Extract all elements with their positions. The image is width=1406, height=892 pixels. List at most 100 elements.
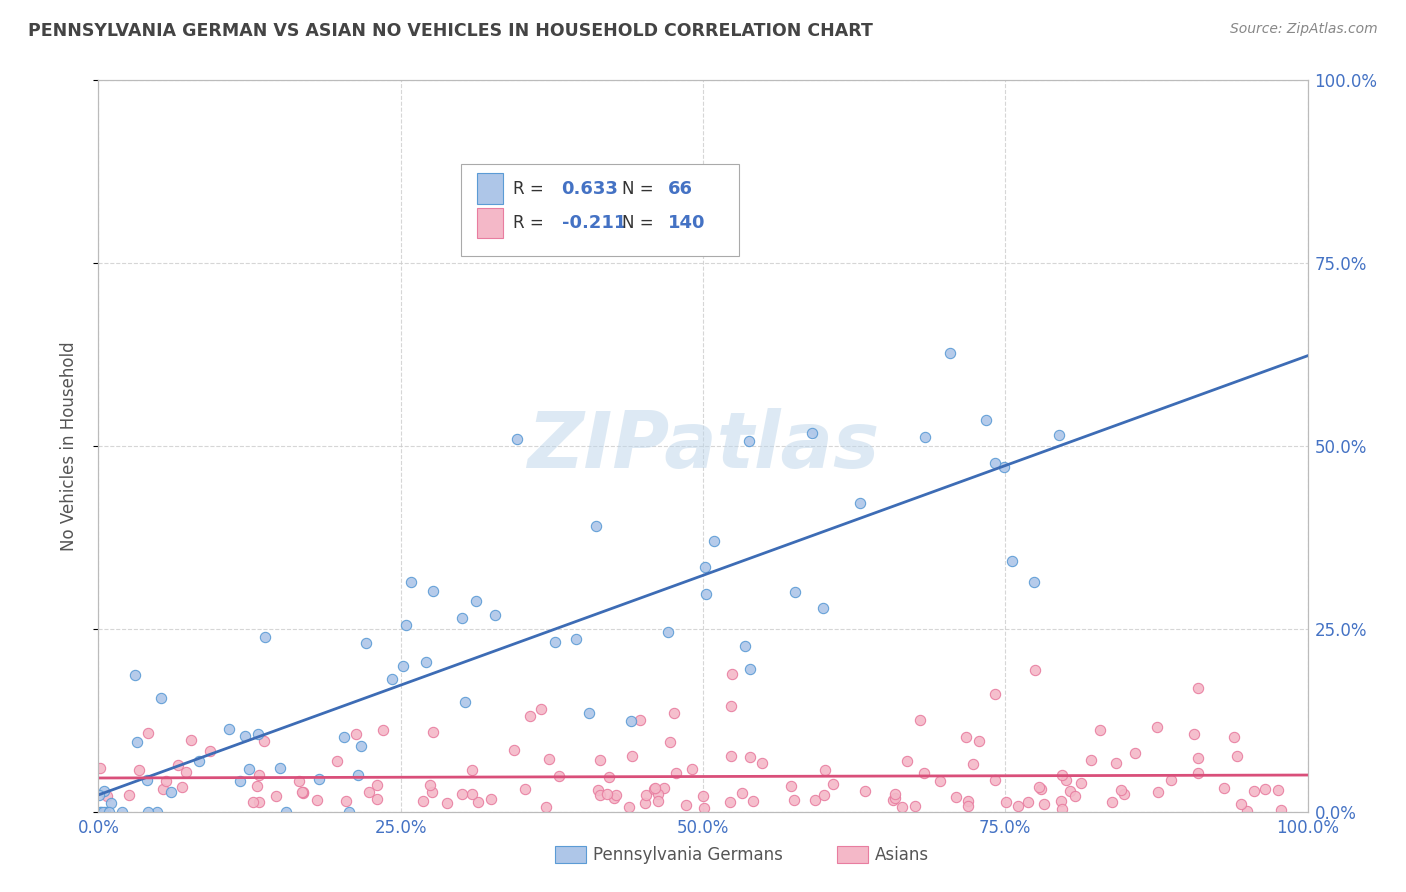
- Point: [502, 743, 524, 757]
- Point: [1059, 784, 1081, 798]
- Point: [849, 496, 872, 510]
- Point: [1050, 794, 1073, 808]
- Point: [536, 800, 558, 814]
- Point: [136, 805, 159, 819]
- Point: [238, 762, 260, 776]
- Point: [89, 761, 111, 775]
- Point: [1001, 553, 1024, 567]
- Point: [93, 784, 115, 798]
- Point: [634, 796, 657, 810]
- Point: [914, 430, 936, 444]
- Point: [97, 805, 120, 819]
- Point: [515, 782, 537, 797]
- Point: [692, 789, 714, 803]
- Point: [647, 794, 669, 808]
- Point: [419, 778, 441, 792]
- Point: [1187, 751, 1209, 765]
- Point: [681, 763, 703, 777]
- Point: [117, 788, 139, 802]
- Point: [1022, 575, 1045, 590]
- Point: [1080, 753, 1102, 767]
- Point: [519, 709, 541, 723]
- Point: [800, 425, 823, 440]
- Point: [246, 779, 269, 793]
- Point: [287, 774, 309, 789]
- Text: R =: R =: [513, 179, 550, 197]
- Point: [1146, 720, 1168, 734]
- Point: [135, 773, 157, 788]
- Point: [89, 805, 111, 819]
- Point: [1105, 756, 1128, 770]
- Point: [1031, 781, 1053, 796]
- Point: [578, 706, 600, 721]
- Point: [124, 667, 146, 681]
- Point: [249, 795, 271, 809]
- Point: [1123, 746, 1146, 760]
- Point: [652, 780, 675, 795]
- Point: [882, 793, 904, 807]
- Point: [506, 432, 529, 446]
- Point: [254, 630, 277, 644]
- Point: [187, 754, 209, 768]
- Point: [94, 805, 117, 819]
- Point: [742, 794, 765, 808]
- Point: [896, 754, 918, 768]
- Point: [450, 787, 472, 801]
- Point: [291, 785, 314, 799]
- Point: [461, 787, 484, 801]
- Point: [1101, 795, 1123, 809]
- Point: [1050, 802, 1073, 816]
- Point: [734, 639, 756, 653]
- Point: [269, 761, 291, 775]
- Point: [595, 787, 617, 801]
- Point: [1028, 780, 1050, 794]
- Text: ZIPatlas: ZIPatlas: [527, 408, 879, 484]
- Point: [218, 722, 240, 736]
- Point: [994, 795, 1017, 809]
- Point: [479, 792, 502, 806]
- Point: [395, 617, 418, 632]
- Point: [1267, 783, 1289, 797]
- Point: [136, 725, 159, 739]
- Point: [1088, 723, 1111, 738]
- Point: [957, 799, 980, 814]
- Point: [955, 731, 977, 745]
- Point: [605, 788, 627, 802]
- Point: [415, 655, 437, 669]
- Point: [291, 785, 314, 799]
- Point: [751, 756, 773, 770]
- Point: [1226, 749, 1249, 764]
- Point: [720, 749, 742, 764]
- Bar: [477, 208, 503, 238]
- Point: [804, 792, 827, 806]
- Point: [785, 585, 807, 599]
- Point: [1024, 663, 1046, 677]
- Point: [962, 756, 984, 771]
- Point: [598, 771, 620, 785]
- Point: [1243, 784, 1265, 798]
- Point: [436, 796, 458, 810]
- Point: [292, 786, 315, 800]
- Text: N =: N =: [621, 214, 659, 232]
- Point: [100, 796, 122, 810]
- Point: [620, 714, 643, 728]
- Point: [738, 750, 761, 764]
- Text: Asians: Asians: [875, 846, 928, 863]
- Point: [1230, 797, 1253, 811]
- Point: [813, 763, 835, 777]
- Point: [939, 345, 962, 359]
- Point: [247, 768, 270, 782]
- Point: [155, 773, 177, 788]
- Point: [693, 560, 716, 574]
- Bar: [477, 173, 503, 204]
- Point: [957, 793, 980, 807]
- Point: [366, 792, 388, 806]
- Point: [1047, 427, 1070, 442]
- Point: [912, 766, 935, 780]
- Point: [401, 574, 423, 589]
- Point: [779, 779, 801, 793]
- Point: [738, 434, 761, 449]
- Point: [891, 799, 914, 814]
- Point: [662, 706, 685, 721]
- Point: [484, 608, 506, 623]
